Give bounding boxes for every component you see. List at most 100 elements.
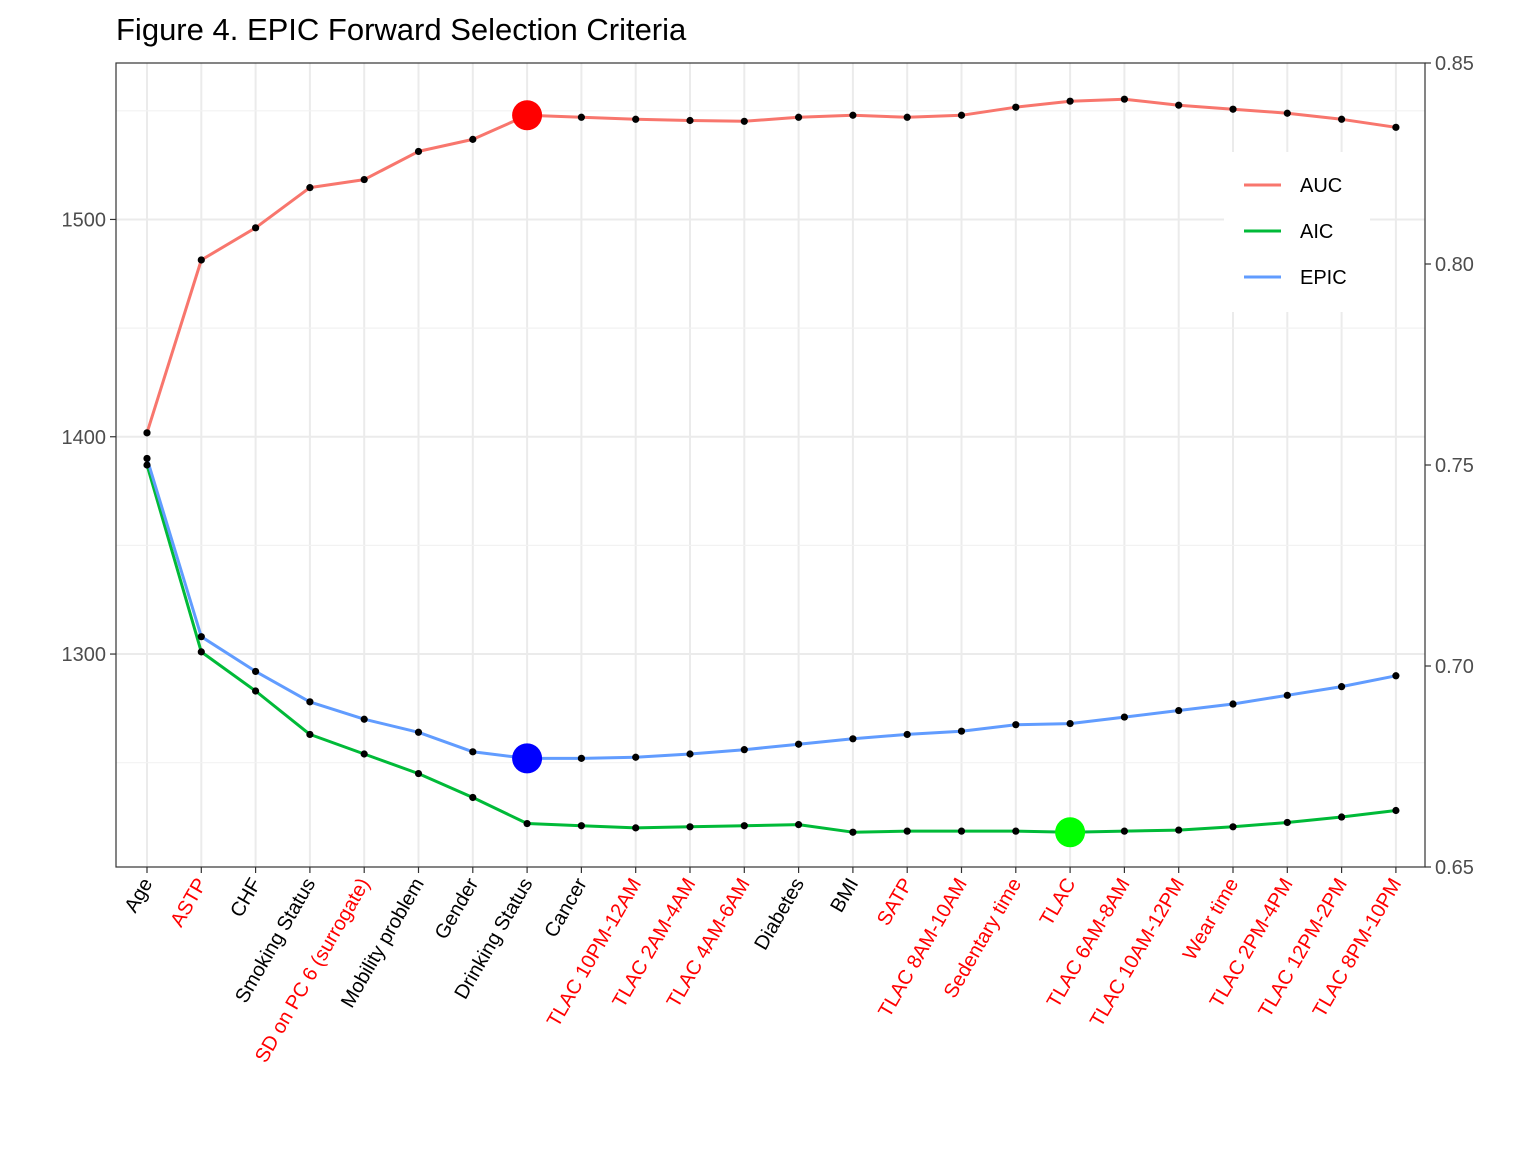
series-line-aic xyxy=(145,464,1397,834)
data-point-epic xyxy=(632,753,640,761)
grid xyxy=(116,63,1425,867)
y-left-tick-label: 1500 xyxy=(62,209,107,231)
x-tick-label: Diabetes xyxy=(750,875,809,954)
data-point-epic xyxy=(1338,683,1346,691)
data-point-epic xyxy=(957,727,966,735)
data-point-epic xyxy=(143,454,151,463)
highlight-point-auc xyxy=(512,100,543,131)
data-point-epic xyxy=(903,730,911,739)
x-tick-label: BMI xyxy=(826,875,863,917)
data-point-auc xyxy=(632,115,640,123)
data-point-aic xyxy=(1229,823,1237,831)
x-tick-label: Age xyxy=(120,875,157,917)
y-right-tick-label: 0.75 xyxy=(1435,455,1474,477)
data-point-epic xyxy=(469,748,477,756)
data-point-aic xyxy=(1120,827,1128,835)
legend-label-aic: AIC xyxy=(1300,221,1333,243)
data-point-epic xyxy=(414,728,423,736)
y-axis-right: 0.65 0.70 0.75 0.80 0.85 xyxy=(1425,53,1474,879)
y-left-tick-label: 1300 xyxy=(62,644,107,666)
data-point-epic xyxy=(849,735,857,743)
legend-label-auc: AUC xyxy=(1300,175,1342,197)
y-right-tick-label: 0.70 xyxy=(1435,656,1474,678)
series-points xyxy=(143,95,1400,836)
data-point-aic xyxy=(849,828,857,836)
data-point-auc xyxy=(197,256,205,264)
x-tick-label: SATP xyxy=(873,875,917,930)
data-point-auc xyxy=(469,135,477,143)
data-point-aic xyxy=(469,793,477,802)
legend-label-epic: EPIC xyxy=(1300,267,1347,289)
data-point-epic xyxy=(1066,719,1074,728)
y-right-tick-label: 0.80 xyxy=(1435,254,1474,276)
data-point-auc xyxy=(1229,105,1237,113)
data-point-auc xyxy=(795,113,803,121)
data-point-epic xyxy=(252,667,260,676)
data-point-epic xyxy=(197,633,205,641)
data-point-auc xyxy=(414,147,423,156)
data-point-aic xyxy=(1283,818,1291,827)
data-point-aic xyxy=(1175,826,1183,834)
data-point-auc xyxy=(252,224,260,232)
highlight-points xyxy=(512,100,1086,848)
data-point-aic xyxy=(414,769,423,778)
series-lines xyxy=(145,97,1397,834)
data-point-auc xyxy=(306,184,314,192)
data-point-epic xyxy=(1392,672,1400,680)
data-point-auc xyxy=(1012,103,1020,111)
data-point-aic xyxy=(795,821,803,829)
data-point-auc xyxy=(1120,95,1128,103)
data-point-auc xyxy=(740,117,748,125)
x-tick-label: Cancer xyxy=(540,874,591,941)
highlight-point-epic xyxy=(512,743,543,774)
data-point-auc xyxy=(1066,97,1074,105)
data-point-epic xyxy=(360,715,368,723)
data-point-auc xyxy=(1392,123,1400,131)
data-point-aic xyxy=(360,750,368,758)
data-point-epic xyxy=(1229,700,1237,708)
data-point-aic xyxy=(306,730,314,739)
data-point-epic xyxy=(1012,721,1020,729)
highlight-point-aic xyxy=(1055,817,1086,848)
legend: AUC AIC EPIC xyxy=(1224,152,1370,312)
data-point-auc xyxy=(143,429,151,437)
y-left-tick-label: 1400 xyxy=(62,427,107,449)
data-point-aic xyxy=(957,827,966,835)
data-point-epic xyxy=(686,750,694,758)
data-point-aic xyxy=(632,824,640,832)
x-tick-label: Gender xyxy=(431,874,484,943)
data-point-epic xyxy=(1120,713,1128,721)
series-line-auc xyxy=(145,97,1397,434)
data-point-epic xyxy=(740,746,748,754)
data-point-aic xyxy=(197,648,205,656)
data-point-aic xyxy=(252,687,260,695)
data-point-auc xyxy=(903,113,911,121)
data-point-auc xyxy=(360,175,368,184)
data-point-aic xyxy=(1338,813,1346,821)
y-right-tick-label: 0.65 xyxy=(1435,857,1474,879)
data-point-aic xyxy=(143,461,151,469)
data-point-auc xyxy=(577,113,586,121)
y-right-tick-label: 0.85 xyxy=(1435,53,1474,75)
data-point-aic xyxy=(523,819,531,828)
data-point-epic xyxy=(577,754,586,762)
data-point-epic xyxy=(1175,706,1183,715)
data-point-aic xyxy=(1392,806,1400,815)
data-point-aic xyxy=(686,823,694,831)
chart-title: Figure 4. EPIC Forward Selection Criteri… xyxy=(116,12,687,47)
data-point-epic xyxy=(1283,691,1291,699)
x-tick-label: CHF xyxy=(226,875,266,922)
y-axis-left: 1300 1400 1500 xyxy=(62,209,116,666)
data-point-epic xyxy=(795,740,803,748)
data-point-auc xyxy=(686,116,694,125)
data-point-epic xyxy=(306,698,314,706)
series-line-epic xyxy=(145,458,1397,760)
data-point-aic xyxy=(577,822,586,830)
x-tick-label: TLAC xyxy=(1036,875,1081,930)
data-point-auc xyxy=(1338,115,1346,123)
data-point-auc xyxy=(957,111,966,119)
x-tick-label: ASTP xyxy=(166,875,211,931)
